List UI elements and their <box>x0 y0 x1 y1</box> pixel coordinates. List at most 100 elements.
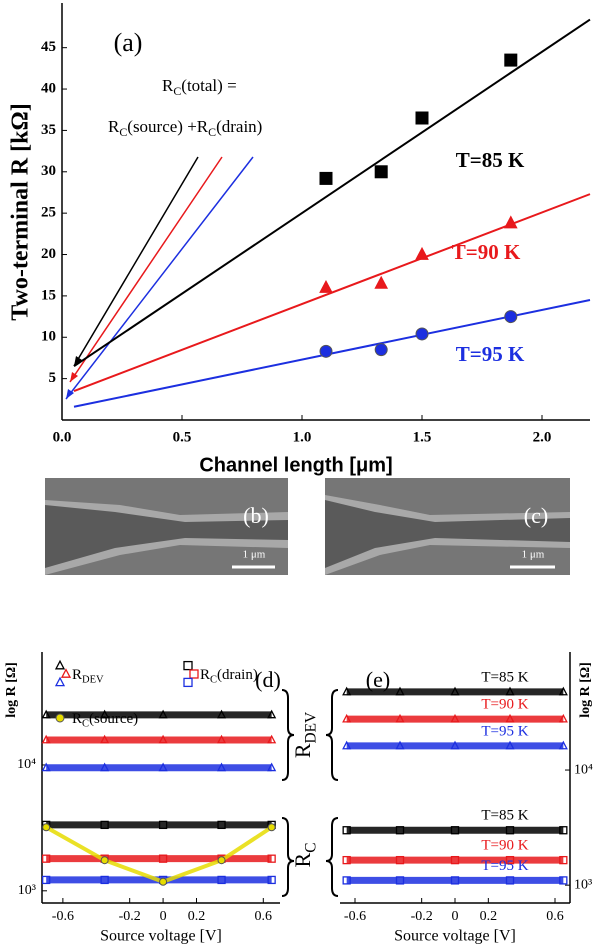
marker-square <box>505 826 515 835</box>
bracket-label: RDEV <box>290 712 319 758</box>
marker-circle <box>267 823 276 832</box>
y-tick-label: 10³ <box>18 883 36 898</box>
marker-square <box>42 854 51 863</box>
series-label: T=95 K <box>481 858 528 874</box>
series-label: T=95 K <box>456 342 525 366</box>
marker-square <box>217 820 226 830</box>
marker-square <box>395 855 405 865</box>
marker-circle <box>42 823 51 832</box>
marker-circle <box>319 344 333 358</box>
series-label: T=90 K <box>481 838 528 854</box>
marker-square <box>100 875 109 885</box>
sem-image-c: (c) 1 μm <box>325 478 570 575</box>
x-tick-label: 1.5 <box>413 429 432 445</box>
fit-line <box>73 18 591 368</box>
marker-circle <box>100 856 109 865</box>
marker-square <box>450 876 460 885</box>
marker-square <box>450 855 460 865</box>
marker-circle <box>374 343 388 357</box>
text-part: R <box>162 76 174 95</box>
y-axis-label: log R [Ω] <box>4 662 19 718</box>
y-tick-label: 40 <box>41 80 56 96</box>
marker-triangle <box>158 734 168 744</box>
marker-triangle <box>505 686 515 696</box>
legend-label: RC(source) <box>72 711 138 729</box>
series-label: T=90 K <box>481 697 528 713</box>
marker-circle <box>159 877 168 886</box>
x-tick-label: -0.2 <box>119 909 141 924</box>
series-label: T=85 K <box>481 808 528 824</box>
marker-square <box>559 855 568 865</box>
y-tick-label: 35 <box>41 122 56 138</box>
x-tick-label: 0.2 <box>480 909 498 924</box>
marker-triangle <box>450 740 460 750</box>
marker-triangle <box>342 740 352 750</box>
marker-square <box>158 820 168 830</box>
x-tick-label: 0 <box>160 909 167 924</box>
data-band <box>45 825 273 884</box>
marker-square <box>42 875 51 885</box>
y-axis-label: log R [Ω] <box>578 662 593 718</box>
x-tick-label: 0 <box>452 909 459 924</box>
series-label: T=95 K <box>481 723 528 739</box>
x-tick-label: 0.5 <box>173 429 192 445</box>
marker-triangle <box>267 734 277 744</box>
legend-marker <box>54 659 66 670</box>
marker-square <box>319 171 333 185</box>
marker-triangle <box>505 740 515 750</box>
marker-square <box>267 854 276 863</box>
marker-triangle <box>319 279 333 293</box>
text-part: (total) = <box>181 76 236 95</box>
y-tick-label: 30 <box>41 163 56 179</box>
marker-triangle <box>450 686 460 696</box>
text-part: (drain) <box>216 117 262 136</box>
legend-marker <box>54 676 66 687</box>
text-part: C <box>302 843 319 853</box>
y-tick-label: 10⁴ <box>574 762 593 777</box>
x-axis-label: Source voltage [V] <box>394 928 516 945</box>
marker-triangle <box>41 709 51 719</box>
text-part: (drain) <box>217 667 258 683</box>
x-tick-label: 0.0 <box>53 429 72 445</box>
text-part: R <box>290 743 315 758</box>
marker-square <box>342 855 351 865</box>
marker-square <box>267 875 276 885</box>
marker-square <box>374 165 388 179</box>
text-part: R <box>108 117 120 136</box>
marker-circle <box>217 856 226 865</box>
sem-image-b: (b) 1 μm <box>45 478 288 575</box>
marker-square <box>217 875 226 885</box>
x-axis-label: Channel length [μm] <box>199 454 392 476</box>
marker-triangle <box>100 762 110 772</box>
x-tick-label: 0.2 <box>188 909 206 924</box>
x-tick-label: -0.2 <box>411 909 433 924</box>
x-tick-label: 0.6 <box>255 909 273 924</box>
text-part: C <box>173 84 181 98</box>
marker-triangle <box>342 686 352 696</box>
marker-triangle <box>558 686 568 696</box>
marker-square <box>415 111 429 125</box>
y-tick-label: 5 <box>49 370 57 386</box>
marker-square <box>395 826 405 835</box>
text-part: C <box>119 125 127 139</box>
y-tick-label: 15 <box>41 287 56 303</box>
marker-square <box>559 876 568 885</box>
marker-square <box>342 826 351 835</box>
marker-triangle <box>558 740 568 750</box>
x-tick-label: -0.6 <box>52 909 74 924</box>
marker-square <box>505 876 515 885</box>
scale-bar-label: 1 μm <box>522 549 545 561</box>
panel-title: (d) <box>255 667 281 692</box>
marker-triangle <box>558 713 568 723</box>
text-part: DEV <box>302 712 319 744</box>
marker-triangle <box>100 709 110 719</box>
text-part: C <box>210 675 217 686</box>
x-tick-label: -0.6 <box>344 909 366 924</box>
legend-label: RC(drain) <box>200 667 258 685</box>
marker-circle <box>415 327 429 341</box>
x-axis-label: Source voltage [V] <box>100 928 222 945</box>
marker-square <box>342 876 351 885</box>
panel-title: (e) <box>366 667 390 692</box>
marker-triangle <box>216 709 227 719</box>
